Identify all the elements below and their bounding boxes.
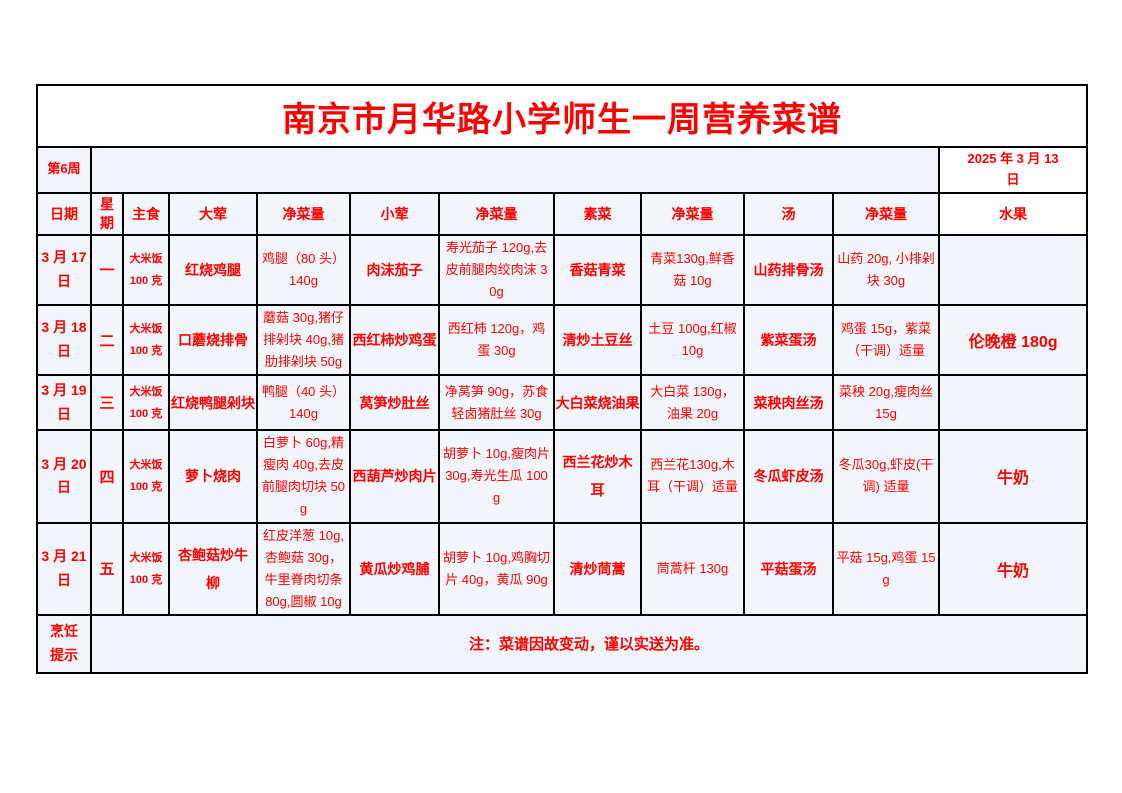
semi-dish-cell: 黄瓜炒鸡脯 (349, 521, 440, 616)
veg-qty-cell: 青菜130g,鲜香菇 10g (640, 233, 745, 306)
menu-row-wed: 3 月 19 日 三 大米饭 100 克 红烧鸭腿剁块 鸭腿（40 头）140g… (36, 374, 1089, 432)
header-row: 日期 星期 主食 大荤 净菜量 小荤 净菜量 素菜 净菜量 汤 净菜量 水果 (36, 191, 1089, 236)
semi-dish-cell: 西葫芦炒肉片 (349, 429, 440, 524)
fruit-cell: 牛奶 (937, 429, 1089, 524)
weekday-cell: 三 (90, 374, 124, 432)
fruit-cell: 牛奶 (937, 521, 1089, 616)
main-dish-cell: 杏鲍菇炒牛 柳 (168, 521, 258, 616)
menu-row-tue: 3 月 18 日 二 大米饭 100 克 口蘑烧排骨 蘑菇 30g,猪仔排剁块 … (36, 303, 1089, 377)
menu-row-mon: 3 月 17 日 一 大米饭 100 克 红烧鸡腿 鸡腿（80 头）140g 肉… (36, 233, 1089, 306)
weekday-cell: 五 (90, 521, 124, 616)
soup-cell: 紫菜蛋汤 (743, 303, 834, 377)
soup-cell: 平菇蛋汤 (743, 521, 834, 616)
col-header-semi-dish: 小荤 (349, 191, 440, 236)
soup-cell: 菜秧肉丝汤 (743, 374, 834, 432)
menu-row-thu: 3 月 20 日 四 大米饭 100 克 萝卜烧肉 白萝卜 60g,精瘦肉 40… (36, 429, 1089, 524)
semi-dish-cell: 莴笋炒肚丝 (349, 374, 440, 432)
title-row: 南京市月华路小学师生一周营养菜谱 (35, 84, 1089, 148)
col-header-main-qty: 净菜量 (256, 191, 351, 236)
weekly-menu-table: 南京市月华路小学师生一周营养菜谱 第6周 2025 年 3 月 13 日 日期 … (35, 84, 1089, 674)
col-header-soup-qty: 净菜量 (832, 191, 940, 236)
menu-disclaimer-note: 注：菜谱因故变动，谨以实送为准。 (89, 613, 1089, 674)
main-dish-cell: 红烧鸭腿剁块 (168, 374, 258, 432)
semi-qty-cell: 胡萝卜 10g,鸡胸切片 40g，黄瓜 90g (438, 521, 555, 616)
main-dish-cell: 红烧鸡腿 (168, 233, 258, 306)
date-cell: 3 月 18 日 (36, 303, 92, 377)
main-qty-cell: 蘑菇 30g,猪仔排剁块 40g,猪肋排剁块 50g (256, 303, 351, 377)
fruit-cell (937, 374, 1089, 432)
week-spacer-cell (90, 146, 940, 194)
semi-qty-cell: 净莴笋 90g，苏食轻卤猪肚丝 30g (438, 374, 555, 432)
main-qty-cell: 鸭腿（40 头）140g (256, 374, 351, 432)
semi-qty-cell: 胡萝卜 10g,瘦肉片 30g,寿光生瓜 100g (438, 429, 555, 524)
staple-cell: 大米饭 100 克 (122, 303, 170, 377)
main-qty-cell: 鸡腿（80 头）140g (256, 233, 351, 306)
soup-qty-cell: 冬瓜30g,虾皮(干调) 适量 (832, 429, 940, 524)
fruit-cell (937, 233, 1089, 306)
week-row: 第6周 2025 年 3 月 13 日 (36, 146, 1089, 194)
soup-cell: 山药排骨汤 (743, 233, 834, 306)
col-header-fruit: 水果 (937, 191, 1089, 236)
fruit-cell: 伦晚橙 180g (937, 303, 1089, 377)
main-dish-cell: 萝卜烧肉 (168, 429, 258, 524)
col-header-soup: 汤 (743, 191, 834, 236)
date-cell: 3 月 20 日 (36, 429, 92, 524)
veg-qty-cell: 西兰花130g,木耳（干调）适量 (640, 429, 745, 524)
staple-cell: 大米饭 100 克 (122, 429, 170, 524)
soup-qty-cell: 山药 20g, 小排剁块 30g (832, 233, 940, 306)
menu-row-fri: 3 月 21 日 五 大米饭 100 克 杏鲍菇炒牛 柳 红皮洋葱 10g,杏鲍… (36, 521, 1089, 616)
col-header-weekday: 星期 (90, 191, 124, 236)
cooking-tips-label: 烹饪 提示 (36, 613, 92, 674)
main-dish-cell: 口蘑烧排骨 (168, 303, 258, 377)
semi-qty-cell: 西红柿 120g，鸡蛋 30g (438, 303, 555, 377)
col-header-veg-dish: 素菜 (553, 191, 642, 236)
weekday-cell: 一 (90, 233, 124, 306)
veg-dish-cell: 香菇青菜 (553, 233, 642, 306)
col-header-main-dish: 大荤 (168, 191, 258, 236)
weekday-cell: 四 (90, 429, 124, 524)
veg-qty-cell: 茼蒿杆 130g (640, 521, 745, 616)
veg-dish-cell: 大白菜烧油果 (553, 374, 642, 432)
col-header-staple: 主食 (122, 191, 170, 236)
issue-date-cell: 2025 年 3 月 13 日 (937, 146, 1089, 194)
semi-dish-cell: 肉沫茄子 (349, 233, 440, 306)
col-header-semi-qty: 净菜量 (438, 191, 555, 236)
soup-cell: 冬瓜虾皮汤 (743, 429, 834, 524)
footer-row: 烹饪 提示 注：菜谱因故变动，谨以实送为准。 (36, 613, 1089, 674)
main-qty-cell: 红皮洋葱 10g,杏鲍菇 30g，牛里脊肉切条 80g,圆椒 10g (256, 521, 351, 616)
soup-qty-cell: 菜秧 20g,瘦肉丝 15g (832, 374, 940, 432)
veg-dish-cell: 西兰花炒木 耳 (553, 429, 642, 524)
semi-qty-cell: 寿光茄子 120g,去皮前腿肉绞肉沫 30g (438, 233, 555, 306)
staple-cell: 大米饭 100 克 (122, 233, 170, 306)
date-cell: 3 月 17 日 (36, 233, 92, 306)
veg-dish-cell: 清炒土豆丝 (553, 303, 642, 377)
main-qty-cell: 白萝卜 60g,精瘦肉 40g,去皮前腿肉切块 50g (256, 429, 351, 524)
soup-qty-cell: 鸡蛋 15g，紫菜（干调）适量 (832, 303, 940, 377)
staple-cell: 大米饭 100 克 (122, 521, 170, 616)
date-cell: 3 月 19 日 (36, 374, 92, 432)
col-header-date: 日期 (36, 191, 92, 236)
col-header-veg-qty: 净菜量 (640, 191, 745, 236)
soup-qty-cell: 平菇 15g,鸡蛋 15g (832, 521, 940, 616)
weekday-cell: 二 (90, 303, 124, 377)
week-number-cell: 第6周 (36, 146, 92, 194)
veg-qty-cell: 大白菜 130g，油果 20g (640, 374, 745, 432)
page-title: 南京市月华路小学师生一周营养菜谱 (35, 84, 1089, 148)
veg-dish-cell: 清炒茼蒿 (553, 521, 642, 616)
staple-cell: 大米饭 100 克 (122, 374, 170, 432)
date-cell: 3 月 21 日 (36, 521, 92, 616)
veg-qty-cell: 土豆 100g,红椒 10g (640, 303, 745, 377)
semi-dish-cell: 西红柿炒鸡蛋 (349, 303, 440, 377)
